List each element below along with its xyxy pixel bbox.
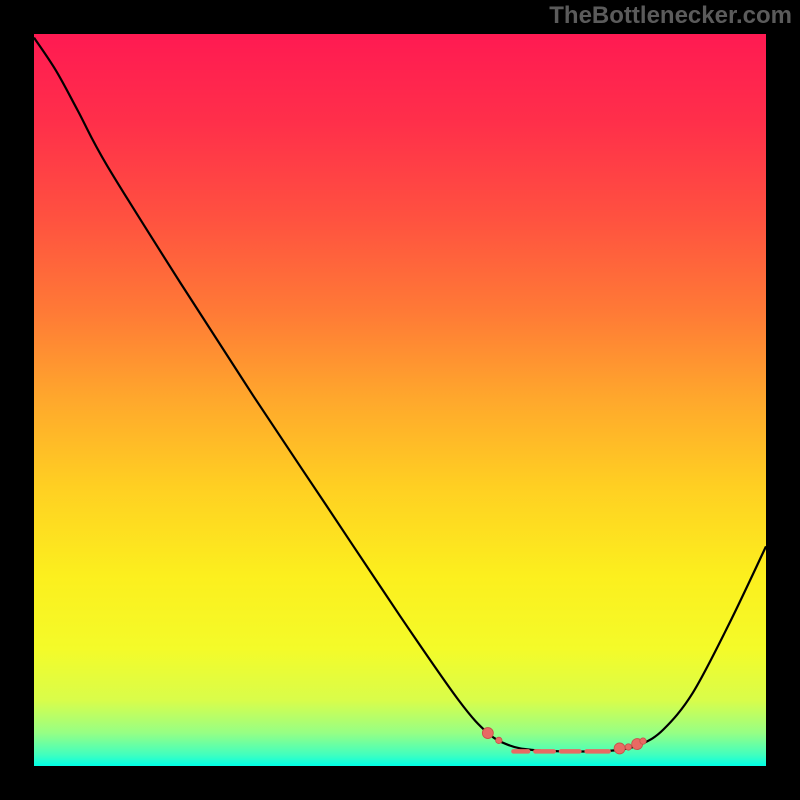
data-marker: [640, 738, 646, 744]
data-marker: [496, 737, 502, 743]
chart-svg: [34, 34, 766, 766]
data-marker: [482, 728, 493, 739]
plot-area: [34, 34, 766, 766]
watermark: TheBottlenecker.com: [549, 2, 792, 30]
data-marker: [614, 743, 625, 754]
data-marker: [625, 744, 631, 750]
